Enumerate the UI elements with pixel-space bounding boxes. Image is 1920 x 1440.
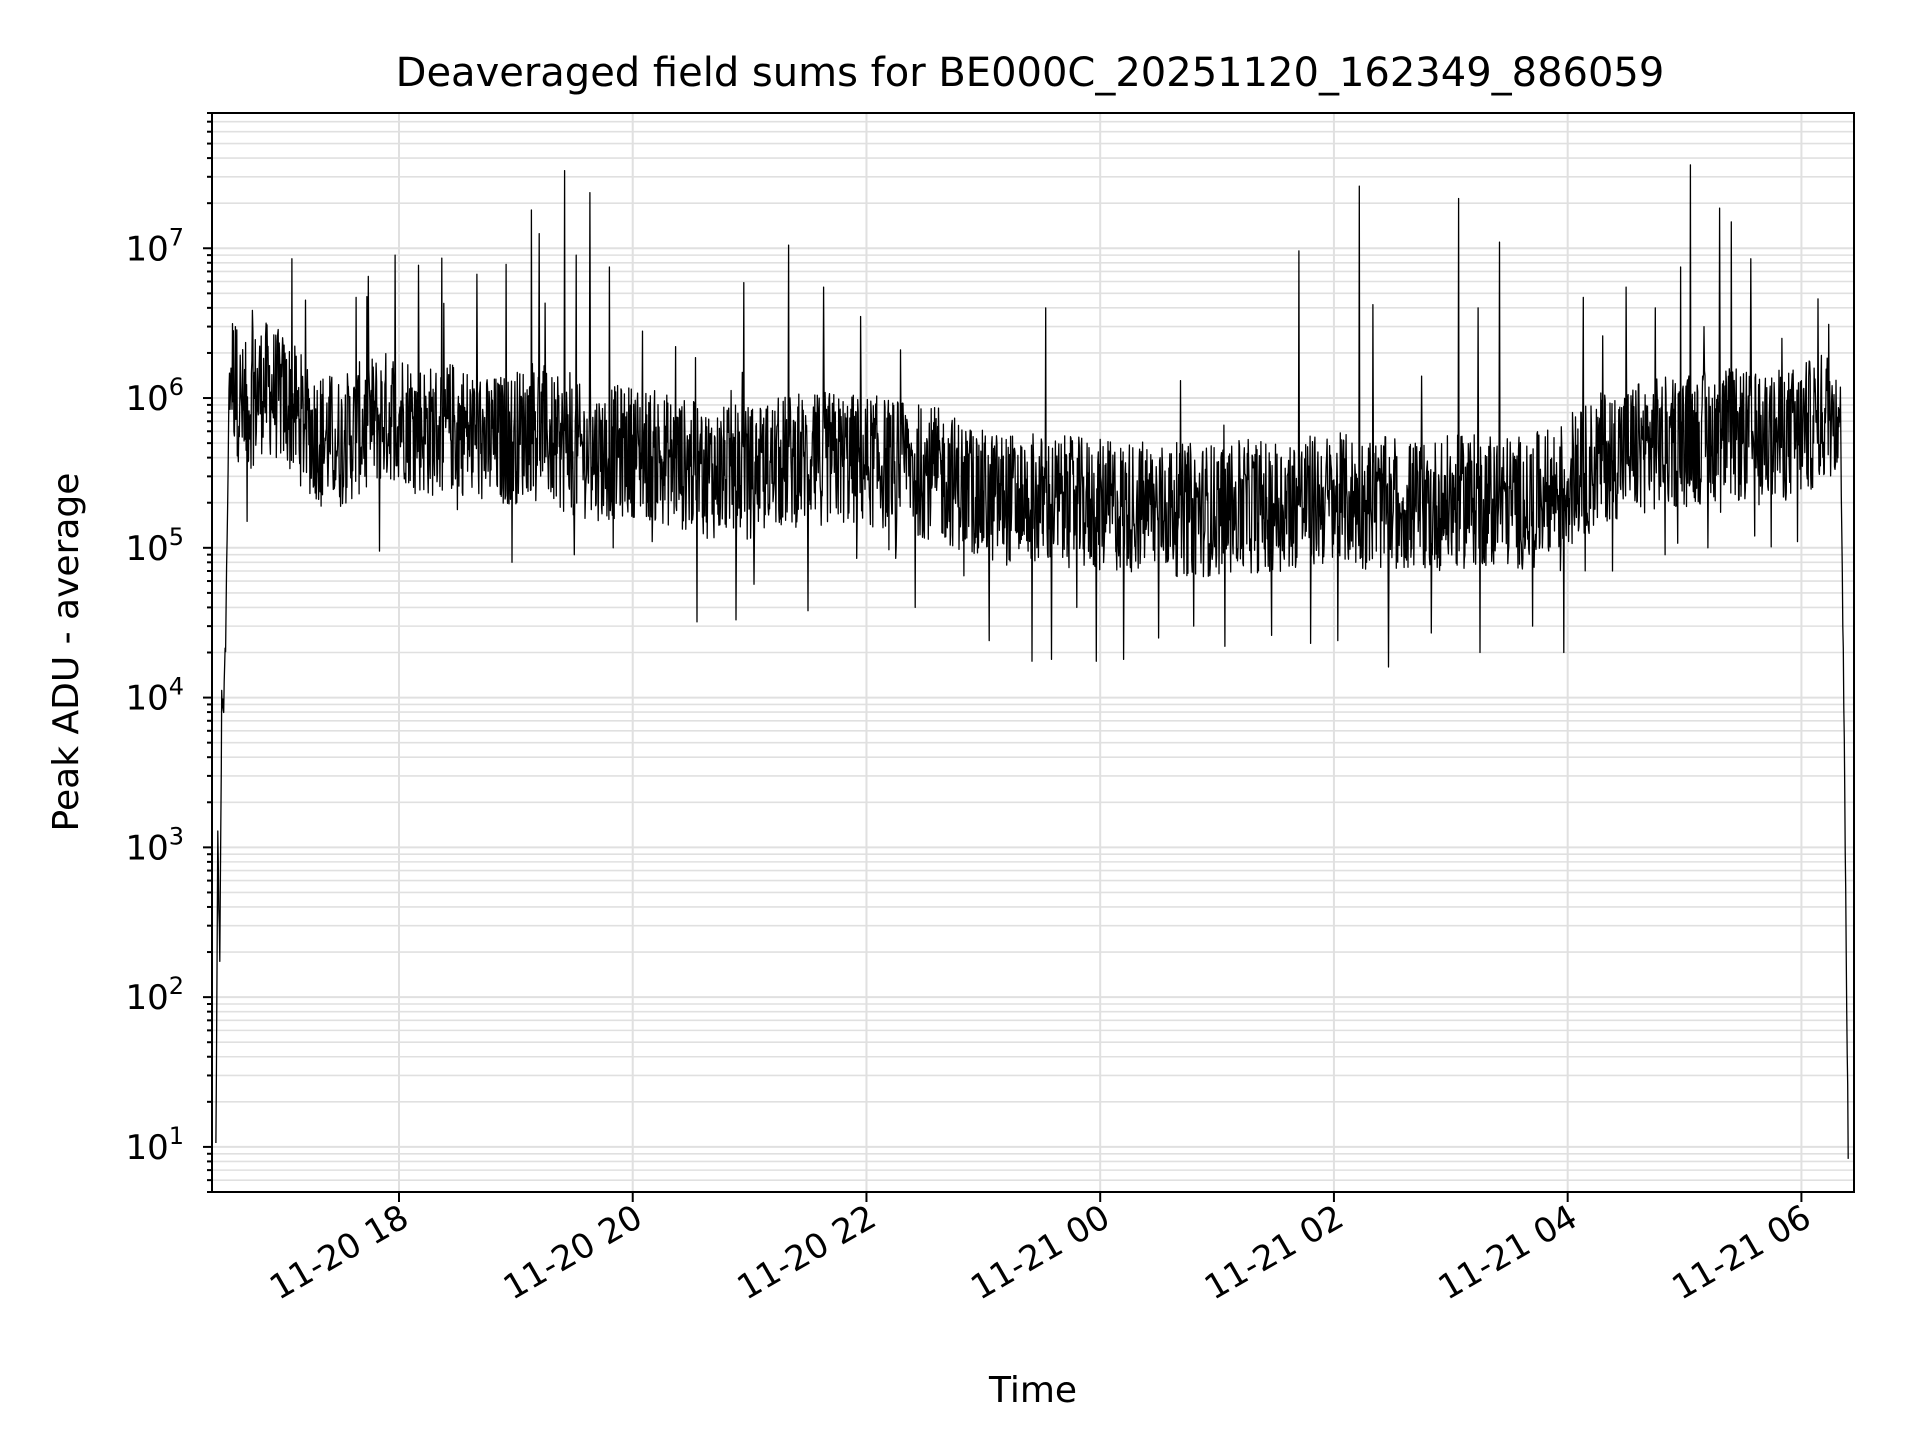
x-tick-label: 11-20 18 xyxy=(263,1197,415,1308)
y-tick-label: 105 xyxy=(125,523,184,569)
y-tick-label: 106 xyxy=(125,373,184,419)
series-line-group xyxy=(215,164,1849,1159)
chart-title: Deaveraged field sums for BE000C_2025112… xyxy=(396,50,1665,96)
x-tick-label: 11-21 00 xyxy=(964,1197,1116,1308)
x-tick-label: 11-21 04 xyxy=(1432,1197,1584,1308)
series-line xyxy=(215,164,1849,1159)
y-tick-label: 104 xyxy=(125,673,184,719)
y-axis-label: Peak ADU - average xyxy=(46,473,87,832)
y-axis: 101 102 103 104 105 106 107 xyxy=(125,112,212,1193)
x-tick-label: 11-21 06 xyxy=(1666,1197,1818,1308)
y-tick-label: 107 xyxy=(125,223,184,269)
y-tick-label: 101 xyxy=(125,1122,184,1168)
x-axis: 11-20 18 11-20 20 11-20 22 11-21 00 11-21 02… xyxy=(263,1192,1818,1308)
x-tick-label: 11-20 22 xyxy=(731,1197,883,1308)
y-tick-label: 103 xyxy=(125,822,184,868)
x-tick-label: 11-20 20 xyxy=(497,1197,649,1308)
y-tick-label: 102 xyxy=(125,972,184,1018)
x-tick-label: 11-21 02 xyxy=(1198,1197,1350,1308)
grid xyxy=(212,112,1854,1193)
x-axis-label: Time xyxy=(988,1370,1077,1411)
